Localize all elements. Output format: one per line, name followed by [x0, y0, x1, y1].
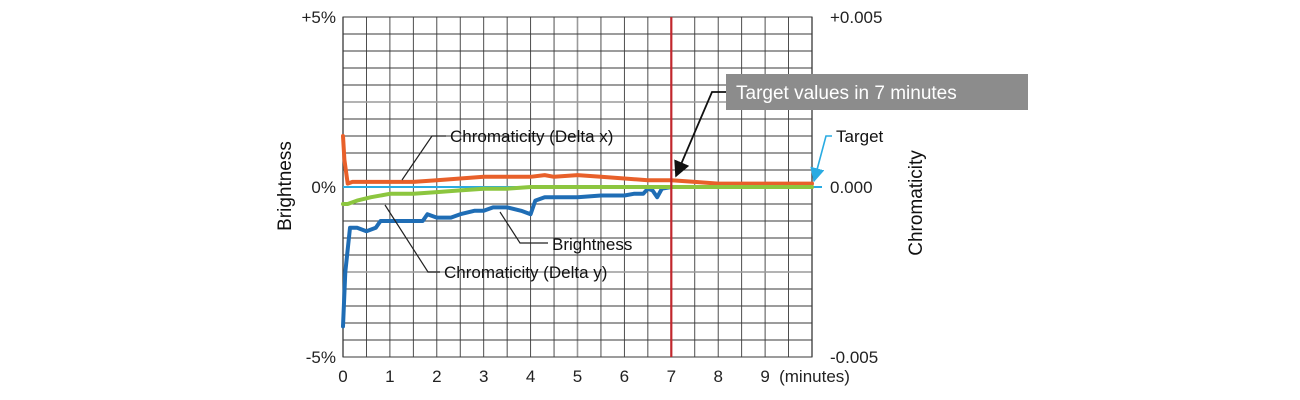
y-right-tick-label: 0.000 [830, 178, 873, 197]
series-line-chromaticity-y [341, 185, 814, 206]
x-tick-label: 2 [432, 367, 441, 386]
tick-labels: 0 1 2 3 4 5 6 7 8 9 (minutes) +5% 0% -5% +0.005 0.000 -0… [302, 8, 883, 386]
x-unit-label: (minutes) [779, 367, 850, 386]
leader-target [810, 135, 832, 183]
x-tick-label: 6 [620, 367, 629, 386]
x-tick-label: 4 [526, 367, 535, 386]
annotation-chromaticity-y: Chromaticity (Delta y) [444, 263, 607, 282]
leader-brightness [499, 211, 548, 244]
callout-box [726, 74, 1028, 110]
x-tick-label: 8 [713, 367, 722, 386]
annotation-leaders [384, 135, 548, 273]
series-layer [341, 134, 814, 329]
series-line-chromaticity-x [341, 134, 814, 186]
x-tick-label: 0 [338, 367, 347, 386]
y-right-axis-title: Chromaticity [906, 150, 927, 256]
annotation-target: Target [836, 127, 884, 146]
series-line-brightness [341, 185, 814, 329]
x-tick-label: 5 [573, 367, 582, 386]
y-right-tick-label: -0.005 [830, 348, 878, 367]
annotation-brightness: Brightness [552, 235, 632, 254]
y-left-axis-title: Brightness [275, 141, 296, 231]
callout: Target values in 7 minutes [674, 74, 1028, 178]
y-right-tick-label: +0.005 [830, 8, 882, 27]
x-tick-label: 3 [479, 367, 488, 386]
y-left-tick-label: 0% [311, 178, 336, 197]
x-tick-label: 9 [760, 367, 769, 386]
callout-arrow [674, 91, 726, 178]
leader-chromaticity-y [384, 204, 440, 273]
leader-chromaticity-x [401, 135, 446, 181]
annotation-chromaticity-x: Chromaticity (Delta x) [450, 127, 613, 146]
x-tick-label: 7 [667, 367, 676, 386]
callout-text: Target values in 7 minutes [736, 83, 957, 104]
y-left-tick-label: +5% [302, 8, 337, 27]
x-tick-label: 1 [385, 367, 394, 386]
y-left-tick-label: -5% [306, 348, 336, 367]
